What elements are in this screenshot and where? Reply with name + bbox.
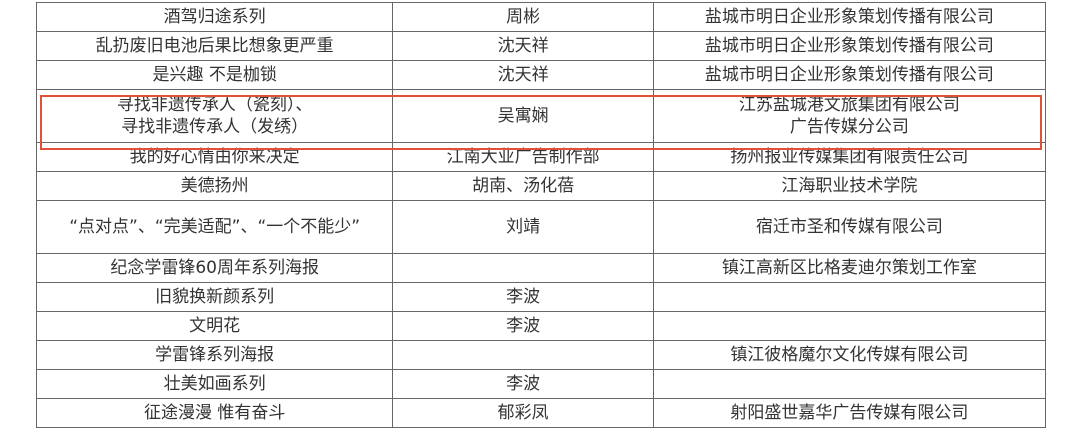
work-title-cell: 壮美如画系列 [35,369,394,399]
table-row: 寻找非遗传承人（瓷刻）、 寻找非遗传承人（发绣） 吴寓娴 江苏盐城港文旅集团有限公司… [35,89,1047,143]
author-cell [392,340,654,370]
table-row: “点对点”、“完美适配”、“一个不能少” 刘靖 宿迁市圣和传媒有限公司 [35,200,1047,254]
organization-cell: 江苏盐城港文旅集团有限公司 广告传媒分公司 [652,89,1047,143]
author-cell: 郁彩凤 [392,398,654,428]
work-title-cell: “点对点”、“完美适配”、“一个不能少” [35,200,394,254]
table-row: 我的好心情由你来决定 江南大业广告制作部 扬州报业传媒集团有限责任公司 [35,142,1047,172]
organization-cell: 盐城市明日企业形象策划传播有限公司 [652,31,1047,61]
work-title-cell: 纪念学雷锋60周年系列海报 [35,253,394,283]
table-row: 乱扔废旧电池后果比想象更严重 沈天祥 盐城市明日企业形象策划传播有限公司 [35,31,1047,61]
author-cell: 江南大业广告制作部 [392,142,654,172]
organization-cell: 镇江高新区比格麦迪尔策划工作室 [652,253,1047,283]
author-cell: 李波 [392,311,654,341]
author-cell: 李波 [392,369,654,399]
organization-cell: 盐城市明日企业形象策划传播有限公司 [652,2,1047,32]
organization-cell [652,282,1047,312]
work-title-cell: 学雷锋系列海报 [35,340,394,370]
author-cell: 刘靖 [392,200,654,254]
work-title-cell: 文明花 [35,311,394,341]
author-cell [392,253,654,283]
work-title-cell: 我的好心情由你来决定 [35,142,394,172]
author-cell: 李波 [392,282,654,312]
work-title-cell: 美德扬州 [35,171,394,201]
organization-cell: 扬州报业传媒集团有限责任公司 [652,142,1047,172]
author-cell: 胡南、汤化蓓 [392,171,654,201]
table-row: 旧貌换新颜系列 李波 [35,282,1047,312]
work-title-cell: 寻找非遗传承人（瓷刻）、 寻找非遗传承人（发绣） [35,89,394,143]
table-row: 征途漫漫 惟有奋斗 郁彩凤 射阳盛世嘉华广告传媒有限公司 [35,398,1047,428]
table-row: 纪念学雷锋60周年系列海报 镇江高新区比格麦迪尔策划工作室 [35,253,1047,283]
work-title-cell: 是兴趣 不是枷锁 [35,60,394,90]
table-row: 学雷锋系列海报 镇江彼格魔尔文化传媒有限公司 [35,340,1047,370]
table-row: 壮美如画系列 李波 [35,369,1047,399]
table-row: 酒驾归途系列 周彬 盐城市明日企业形象策划传播有限公司 [35,2,1047,32]
author-cell: 沈天祥 [392,31,654,61]
awards-table: 酒驾归途系列 周彬 盐城市明日企业形象策划传播有限公司 乱扔废旧电池后果比想象更严重沈… [35,2,1047,428]
organization-cell: 盐城市明日企业形象策划传播有限公司 [652,60,1047,90]
organization-cell: 宿迁市圣和传媒有限公司 [652,200,1047,254]
author-cell: 周彬 [392,2,654,32]
author-cell: 沈天祥 [392,60,654,90]
organization-cell [652,311,1047,341]
organization-cell: 镇江彼格魔尔文化传媒有限公司 [652,340,1047,370]
organization-cell [652,369,1047,399]
table-row: 美德扬州 胡南、汤化蓓 江海职业技术学院 [35,171,1047,201]
work-title-cell: 酒驾归途系列 [35,2,394,32]
table-row: 是兴趣 不是枷锁 沈天祥 盐城市明日企业形象策划传播有限公司 [35,60,1047,90]
organization-cell: 江海职业技术学院 [652,171,1047,201]
work-title-cell: 旧貌换新颜系列 [35,282,394,312]
table-row: 文明花 李波 [35,311,1047,341]
organization-cell: 射阳盛世嘉华广告传媒有限公司 [652,398,1047,428]
author-cell: 吴寓娴 [392,89,654,143]
work-title-cell: 征途漫漫 惟有奋斗 [35,398,394,428]
work-title-cell: 乱扔废旧电池后果比想象更严重 [35,31,394,61]
